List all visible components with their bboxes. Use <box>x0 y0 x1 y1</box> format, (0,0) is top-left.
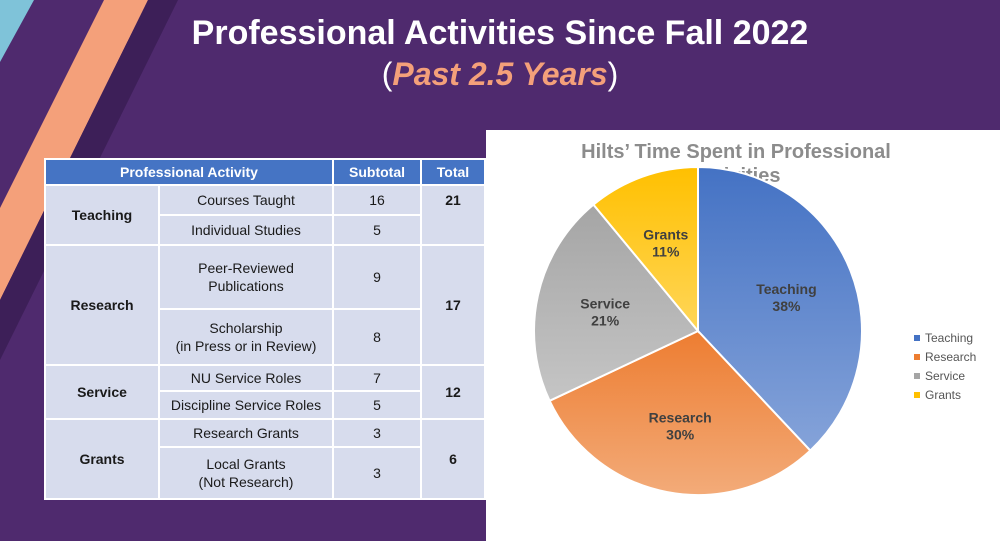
activity-line: Scholarship <box>209 320 283 336</box>
category-grants: Grants <box>44 418 160 500</box>
total-grants: 6 <box>420 418 486 500</box>
table-row: Research Peer-Reviewed Publications 9 17 <box>44 244 486 366</box>
category-teaching: Teaching <box>44 184 160 246</box>
legend-label: Research <box>925 349 977 364</box>
table-row: Scholarship (in Press or in Review) 8 <box>45 308 485 366</box>
activity-cell: Scholarship (in Press or in Review) <box>158 308 334 366</box>
total-research: 17 <box>420 244 486 366</box>
activity-cell: Research Grants <box>158 418 334 448</box>
pie-label-category: Research <box>649 409 712 425</box>
table-row: Teaching Courses Taught 16 21 <box>44 184 486 246</box>
legend-swatch <box>914 391 920 398</box>
header-professional-activity: Professional Activity <box>44 158 334 186</box>
activity-line: (in Press or in Review) <box>175 338 317 354</box>
pie-label-percent: 30% <box>666 426 695 442</box>
subtotal-cell: 3 <box>332 446 422 500</box>
pie-label-category: Service <box>580 295 630 311</box>
pie-slice-grants <box>592 165 699 334</box>
subtotal-cell: 16 <box>332 184 422 216</box>
activities-table: Professional Activity Subtotal Total Tea… <box>44 158 486 500</box>
legend-item-teaching: Teaching <box>914 328 976 347</box>
activity-cell: NU Service Roles <box>158 364 334 392</box>
activity-line: Local Grants <box>206 456 286 472</box>
activity-cell: Discipline Service Roles <box>158 390 334 420</box>
pie-slice-service <box>533 203 700 403</box>
legend-label: Service <box>925 368 966 383</box>
header-subtotal: Subtotal <box>332 158 422 186</box>
header-total: Total <box>420 158 486 186</box>
table-header-row: Professional Activity Subtotal Total <box>44 158 486 186</box>
legend-swatch <box>914 353 920 360</box>
activity-line: Peer-Reviewed <box>198 260 294 276</box>
subtitle-close-paren: ) <box>607 56 619 92</box>
pie-slice-research <box>548 329 812 496</box>
legend-swatch <box>914 334 920 341</box>
activity-cell: Local Grants (Not Research) <box>158 446 334 500</box>
category-research: Research <box>44 244 160 366</box>
slide-subtitle: (Past 2.5 Years) <box>100 54 900 94</box>
legend-label: Teaching <box>925 330 974 345</box>
chart-legend: Teaching Research Service Grants <box>914 328 976 404</box>
pie-label-category: Teaching <box>756 281 816 297</box>
pie-chart-panel: Hilts’ Time Spent in Professional Activi… <box>486 130 1000 541</box>
table-row: Grants Research Grants 3 6 <box>44 418 486 500</box>
legend-item-service: Service <box>914 366 976 385</box>
subtotal-cell: 7 <box>332 364 422 392</box>
subtotal-cell: 5 <box>332 390 422 420</box>
activity-cell: Courses Taught <box>158 184 334 216</box>
activity-line: (Not Research) <box>198 474 294 490</box>
activity-cell: Peer-Reviewed Publications <box>158 244 334 310</box>
activity-cell: Individual Studies <box>158 214 334 246</box>
subtitle-open-paren: ( <box>381 56 393 92</box>
total-service: 12 <box>420 364 486 420</box>
pie-label-category: Grants <box>643 227 688 243</box>
pie-label-percent: 38% <box>772 298 801 314</box>
subtitle-accent: Past 2.5 Years <box>392 56 608 92</box>
legend-label: Grants <box>925 387 962 402</box>
total-teaching: 21 <box>420 184 486 246</box>
chart-title-line: Hilts’ Time Spent in Professional <box>581 141 891 163</box>
pie-slice-teaching <box>697 165 863 452</box>
legend-item-research: Research <box>914 347 976 366</box>
table-row: Individual Studies 5 <box>45 214 485 246</box>
legend-item-grants: Grants <box>914 385 976 404</box>
subtotal-cell: 3 <box>332 418 422 448</box>
table-row: Discipline Service Roles 5 <box>45 390 485 420</box>
stripe-blue <box>0 0 34 62</box>
slide-title: Professional Activities Since Fall 2022 <box>191 14 809 52</box>
pie-label-percent: 11% <box>652 244 680 260</box>
activity-line: Publications <box>208 278 284 294</box>
table-row: Local Grants (Not Research) 3 <box>45 446 485 500</box>
pie-label-percent: 21% <box>591 312 620 328</box>
subtotal-cell: 8 <box>332 308 422 366</box>
category-service: Service <box>44 364 160 420</box>
table-row: Service NU Service Roles 7 12 <box>44 364 486 420</box>
subtotal-cell: 5 <box>332 214 422 246</box>
legend-swatch <box>914 372 920 379</box>
subtotal-cell: 9 <box>332 244 422 310</box>
